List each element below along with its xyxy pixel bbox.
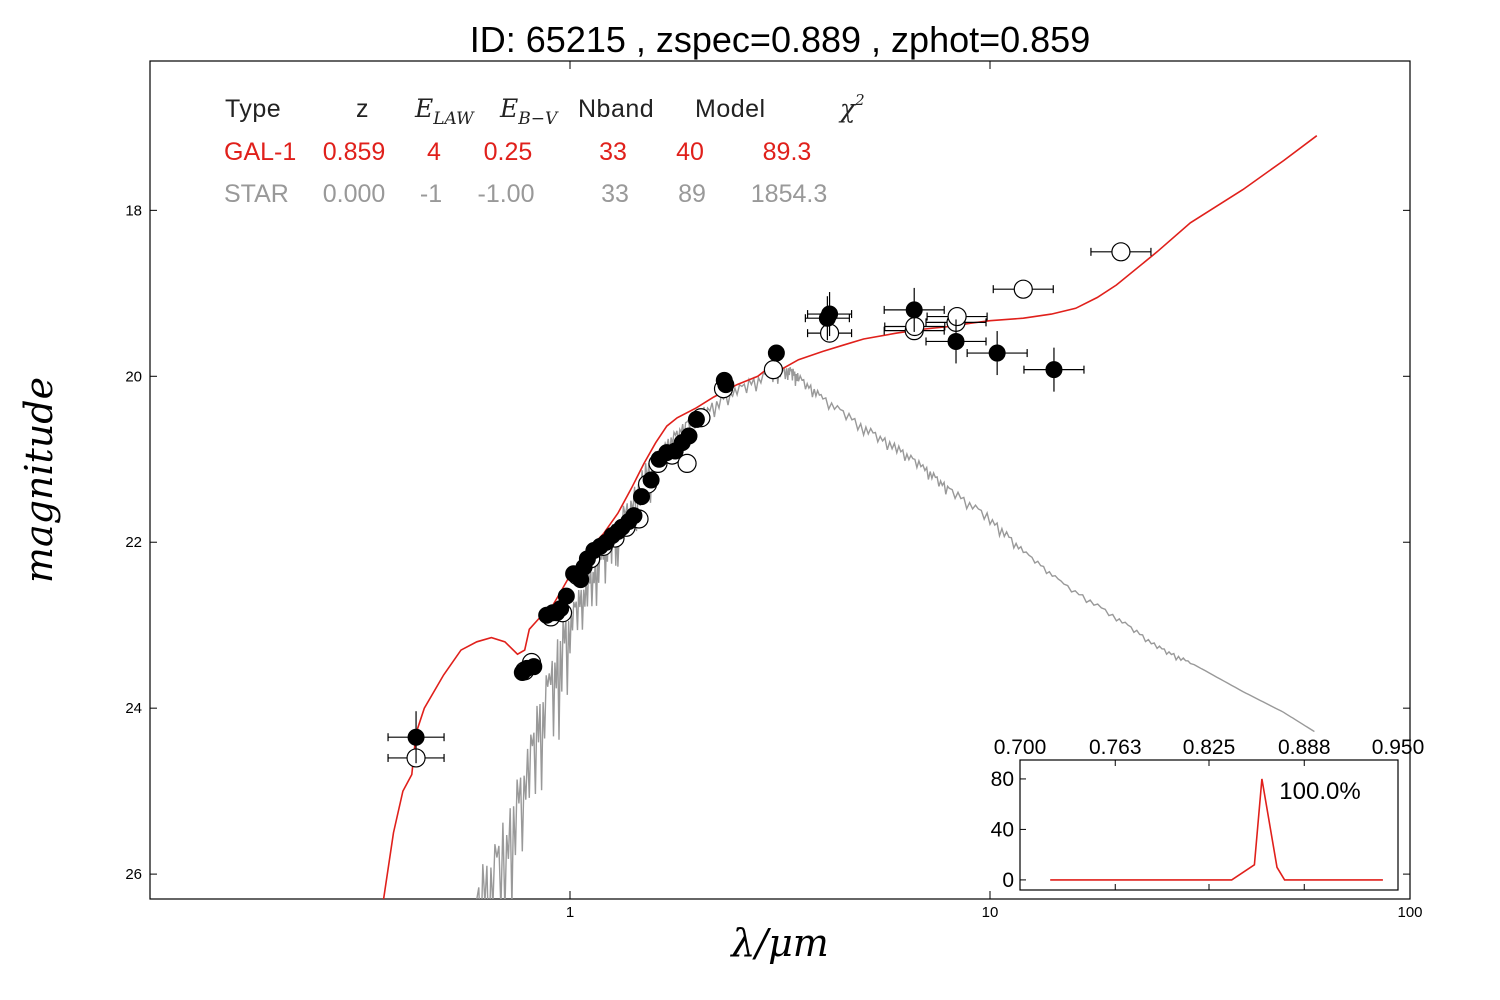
model-point bbox=[1111, 242, 1131, 262]
observed-point bbox=[407, 728, 425, 746]
y-tick-label: 22 bbox=[125, 534, 142, 551]
legend-star-name: STAR bbox=[224, 180, 289, 208]
legend-star-model: 89 bbox=[678, 180, 706, 208]
star-spectrum-line bbox=[476, 366, 1315, 899]
model-point bbox=[947, 306, 967, 327]
model-point bbox=[763, 360, 784, 380]
galaxy-sed-line bbox=[382, 135, 1318, 899]
inset-pdf-line bbox=[1050, 778, 1383, 881]
legend-row-galaxy: GAL-1 0.859 4 0.25 33 40 89.3 bbox=[224, 138, 811, 166]
legend-header-model: Model bbox=[695, 95, 766, 123]
redshift-pdf-inset: 100.0% 0.700 0.763 0.825 0.888 0.950 0 40 80 bbox=[991, 736, 1425, 892]
legend-star-z: 0.000 bbox=[323, 180, 386, 208]
legend-header-nband: Nband bbox=[578, 95, 654, 123]
model-point bbox=[677, 453, 697, 474]
y-tick-label: 20 bbox=[125, 368, 142, 385]
y-tick-label: 24 bbox=[125, 700, 142, 717]
x-tick-label: 10 bbox=[982, 904, 999, 921]
observed-point bbox=[988, 344, 1006, 362]
legend-star-ebv: -1.00 bbox=[478, 180, 535, 208]
observed-point bbox=[947, 332, 965, 350]
legend-galaxy-chi2: 89.3 bbox=[763, 138, 812, 166]
legend-header-chi2: χ2 bbox=[838, 91, 865, 123]
inset-x-tick-label: 0.950 bbox=[1372, 736, 1425, 759]
observed-point bbox=[1045, 361, 1063, 379]
x-tick-label: 100 bbox=[1397, 904, 1422, 921]
legend-header-z: z bbox=[356, 95, 369, 123]
main-plot: 1 10 100 18 20 22 24 26 bbox=[125, 61, 1423, 921]
observed-point bbox=[821, 305, 839, 323]
legend-galaxy-name: GAL-1 bbox=[224, 138, 296, 166]
observed-point bbox=[905, 301, 923, 319]
observed-point bbox=[633, 488, 651, 506]
legend-galaxy-z: 0.859 bbox=[323, 138, 386, 166]
model-point bbox=[1013, 279, 1033, 299]
legend-star-chi2: 1854.3 bbox=[751, 180, 827, 208]
observed-point bbox=[717, 376, 735, 394]
x-tick-label: 1 bbox=[566, 904, 574, 921]
chart-title: ID: 65215 , zspec=0.889 , zphot=0.859 bbox=[470, 19, 1090, 60]
observed-point bbox=[525, 658, 543, 676]
inset-y-tick-label: 0 bbox=[1002, 869, 1014, 892]
inset-annotation: 100.0% bbox=[1279, 778, 1360, 805]
observed-point bbox=[687, 410, 705, 428]
inset-x-tick-label: 0.888 bbox=[1278, 736, 1331, 759]
legend-row-star: STAR 0.000 -1 -1.00 33 89 1854.3 bbox=[224, 180, 827, 208]
observed-point bbox=[642, 471, 660, 489]
legend-galaxy-nband: 33 bbox=[599, 138, 627, 166]
x-axis-label: λ/μm bbox=[729, 921, 829, 965]
y-axis-label: magnitude bbox=[17, 377, 61, 583]
observed-point bbox=[767, 344, 785, 362]
inset-y-tick-label: 80 bbox=[991, 768, 1014, 791]
legend-galaxy-ebv: 0.25 bbox=[484, 138, 533, 166]
inset-x-tick-label: 0.763 bbox=[1089, 736, 1142, 759]
observed-point bbox=[625, 507, 643, 525]
legend-galaxy-model: 40 bbox=[676, 138, 704, 166]
inset-frame bbox=[1019, 759, 1399, 891]
inset-x-tick-label: 0.825 bbox=[1183, 736, 1236, 759]
legend-header-ebv: EB−V bbox=[499, 94, 559, 129]
inset-y-tick-label: 40 bbox=[991, 818, 1014, 841]
legend-table: Type z ELAW EB−V Nband Model χ2 GAL-1 0.… bbox=[224, 91, 865, 208]
legend-star-elaw: -1 bbox=[420, 180, 442, 208]
legend-header-type: Type bbox=[225, 95, 281, 123]
observed-point bbox=[680, 427, 698, 445]
legend-header-elaw: ELAW bbox=[414, 94, 475, 129]
plot-frame bbox=[149, 60, 1411, 900]
legend-galaxy-elaw: 4 bbox=[427, 138, 441, 166]
plot-series-group bbox=[382, 135, 1318, 899]
legend-star-nband: 33 bbox=[601, 180, 629, 208]
inset-x-tick-label: 0.700 bbox=[994, 736, 1047, 759]
y-tick-label: 26 bbox=[125, 866, 142, 883]
y-tick-label: 18 bbox=[125, 202, 142, 219]
observed-point bbox=[557, 587, 575, 605]
